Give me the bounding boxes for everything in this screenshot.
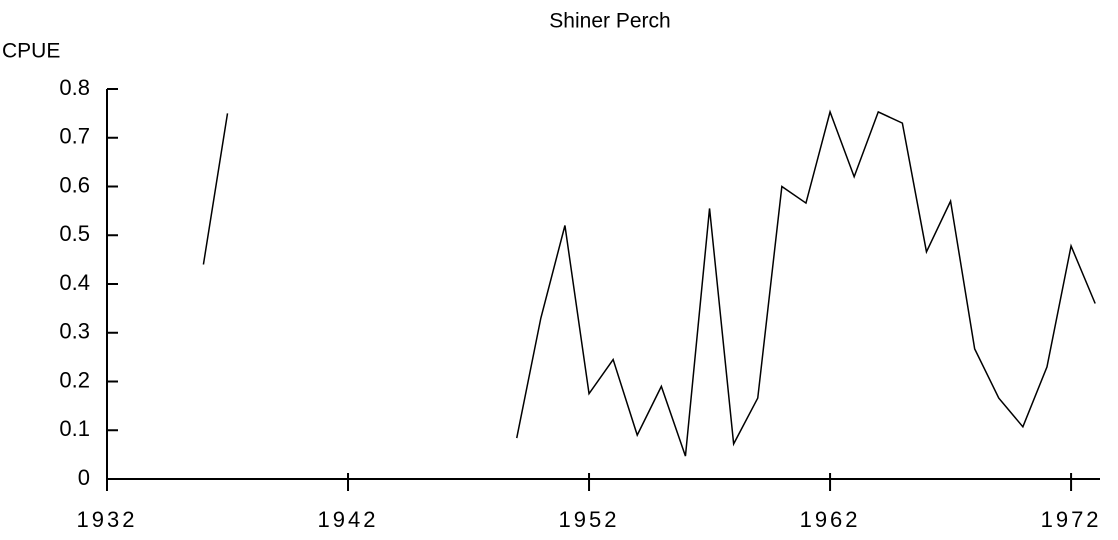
y-tick-label: 0.7 [59,124,90,149]
chart-title: Shiner Perch [549,10,670,33]
x-tick-label: 1952 [559,507,620,532]
y-tick-label: 0.1 [59,416,90,441]
y-tick-label: 0.4 [59,270,90,295]
y-tick-label: 0.6 [59,172,90,197]
y-tick-label: 0.5 [59,221,90,246]
y-tick-label: 0 [78,465,90,490]
x-tick-label: 1962 [800,507,861,532]
x-tick-label: 1972 [1041,507,1102,532]
data-line [202,109,1096,457]
y-axis-label: CPUE [2,40,60,63]
y-tick-label: 0.2 [59,367,90,392]
y-tick-label: 0.8 [59,75,90,100]
x-tick-label: 1942 [318,507,379,532]
y-tick-label: 0.3 [59,319,90,344]
x-tick-label: 1932 [77,507,138,532]
